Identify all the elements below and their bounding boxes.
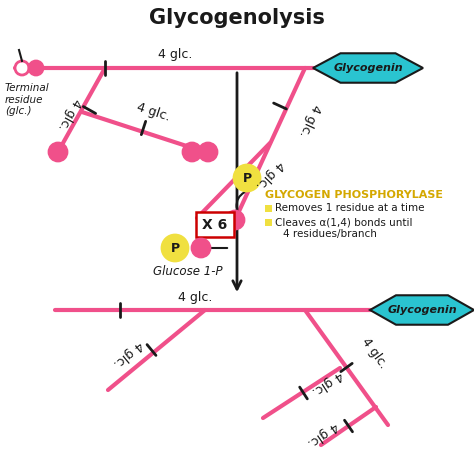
- Polygon shape: [313, 53, 423, 83]
- Text: 4 residues/branch: 4 residues/branch: [283, 229, 377, 239]
- Text: X 6: X 6: [202, 218, 228, 232]
- Text: Glucose 1-P: Glucose 1-P: [153, 265, 223, 278]
- Text: 4 glc.: 4 glc.: [178, 291, 212, 303]
- FancyBboxPatch shape: [196, 212, 234, 237]
- Circle shape: [29, 61, 43, 75]
- Text: 4 glc.: 4 glc.: [297, 101, 323, 138]
- Text: 4 glc.: 4 glc.: [305, 419, 340, 449]
- Text: 4 glc.: 4 glc.: [135, 100, 172, 124]
- Circle shape: [234, 165, 260, 191]
- Text: GLYCOGEN PHOSPHORYLASE: GLYCOGEN PHOSPHORYLASE: [265, 190, 443, 200]
- Circle shape: [15, 61, 29, 75]
- Text: 4 glc.: 4 glc.: [253, 158, 286, 191]
- Text: Glycogenolysis: Glycogenolysis: [149, 8, 325, 28]
- Circle shape: [199, 143, 217, 161]
- Text: P: P: [242, 172, 252, 184]
- Text: 4 glc.: 4 glc.: [110, 338, 145, 370]
- Polygon shape: [370, 295, 474, 325]
- Text: Removes 1 residue at a time: Removes 1 residue at a time: [275, 203, 425, 213]
- Circle shape: [162, 235, 188, 261]
- Circle shape: [226, 211, 244, 229]
- Circle shape: [49, 143, 67, 161]
- Circle shape: [192, 239, 210, 257]
- Text: 4 glc.: 4 glc.: [55, 96, 83, 132]
- Circle shape: [183, 143, 201, 161]
- Text: 4 glc.: 4 glc.: [359, 336, 390, 371]
- Text: Glycogenin: Glycogenin: [333, 63, 403, 73]
- Text: Cleaves α(1,4) bonds until: Cleaves α(1,4) bonds until: [275, 217, 412, 227]
- FancyBboxPatch shape: [265, 219, 272, 226]
- FancyBboxPatch shape: [265, 204, 272, 211]
- Text: 4 glc.: 4 glc.: [158, 47, 192, 61]
- Text: 4 glc.: 4 glc.: [310, 368, 346, 398]
- Text: Terminal
residue
(glc.): Terminal residue (glc.): [5, 83, 50, 116]
- Text: P: P: [171, 241, 180, 255]
- Text: Glycogenin: Glycogenin: [387, 305, 457, 315]
